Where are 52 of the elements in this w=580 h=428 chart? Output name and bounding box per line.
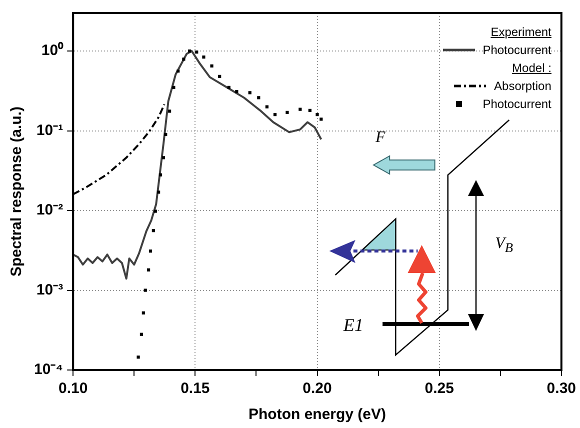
point — [136, 356, 140, 359]
point — [202, 56, 206, 59]
point — [195, 50, 198, 54]
y-tick-label: 10⁻⁴ — [34, 361, 64, 378]
point — [218, 74, 222, 78]
point — [157, 190, 160, 194]
point — [273, 112, 277, 116]
point — [286, 110, 289, 114]
annotation: V$_{B}$ — [495, 235, 514, 256]
annotation: Model : — [512, 60, 552, 77]
point — [316, 112, 319, 116]
point — [142, 311, 145, 314]
point — [210, 64, 214, 68]
legend-label: Photocurrent — [482, 96, 552, 113]
legend-label: Absorption — [494, 78, 552, 95]
x-tick-label: 0.20 — [302, 380, 332, 398]
point — [168, 110, 172, 113]
point — [144, 288, 147, 292]
legend-label: Photocurrent — [482, 42, 552, 59]
point — [298, 108, 302, 111]
annotation: Experiment — [490, 24, 552, 41]
point — [227, 86, 230, 89]
point — [248, 91, 252, 94]
point — [320, 118, 323, 121]
point — [172, 86, 176, 89]
y-tick-label: 10⁻² — [36, 202, 64, 219]
point — [152, 229, 155, 232]
x-tick-label: 0.25 — [424, 380, 454, 398]
point — [148, 250, 152, 253]
x-tick-label: 0.15 — [180, 380, 210, 398]
y-tick-label: 10⁻³ — [36, 281, 64, 298]
y-axis-title: Spectral response (a.u.) — [8, 106, 26, 277]
point — [162, 156, 165, 160]
x-tick-label: 0.30 — [546, 380, 576, 398]
point — [164, 132, 168, 136]
point — [154, 210, 157, 213]
point — [265, 105, 269, 108]
point — [176, 70, 180, 73]
point — [158, 173, 162, 176]
point — [188, 49, 192, 53]
point — [235, 90, 238, 94]
x-tick-label: 0.10 — [58, 380, 88, 398]
annotation: F — [376, 129, 386, 147]
point — [146, 268, 150, 272]
annotation: E1 — [343, 315, 364, 336]
y-tick-label: 10⁰ — [41, 41, 64, 60]
point — [308, 108, 312, 112]
x-axis-title: Photon energy (eV) — [248, 406, 386, 424]
point — [140, 332, 144, 336]
point — [182, 58, 186, 61]
y-tick-label: 10⁻¹ — [36, 122, 64, 139]
point — [257, 96, 260, 100]
